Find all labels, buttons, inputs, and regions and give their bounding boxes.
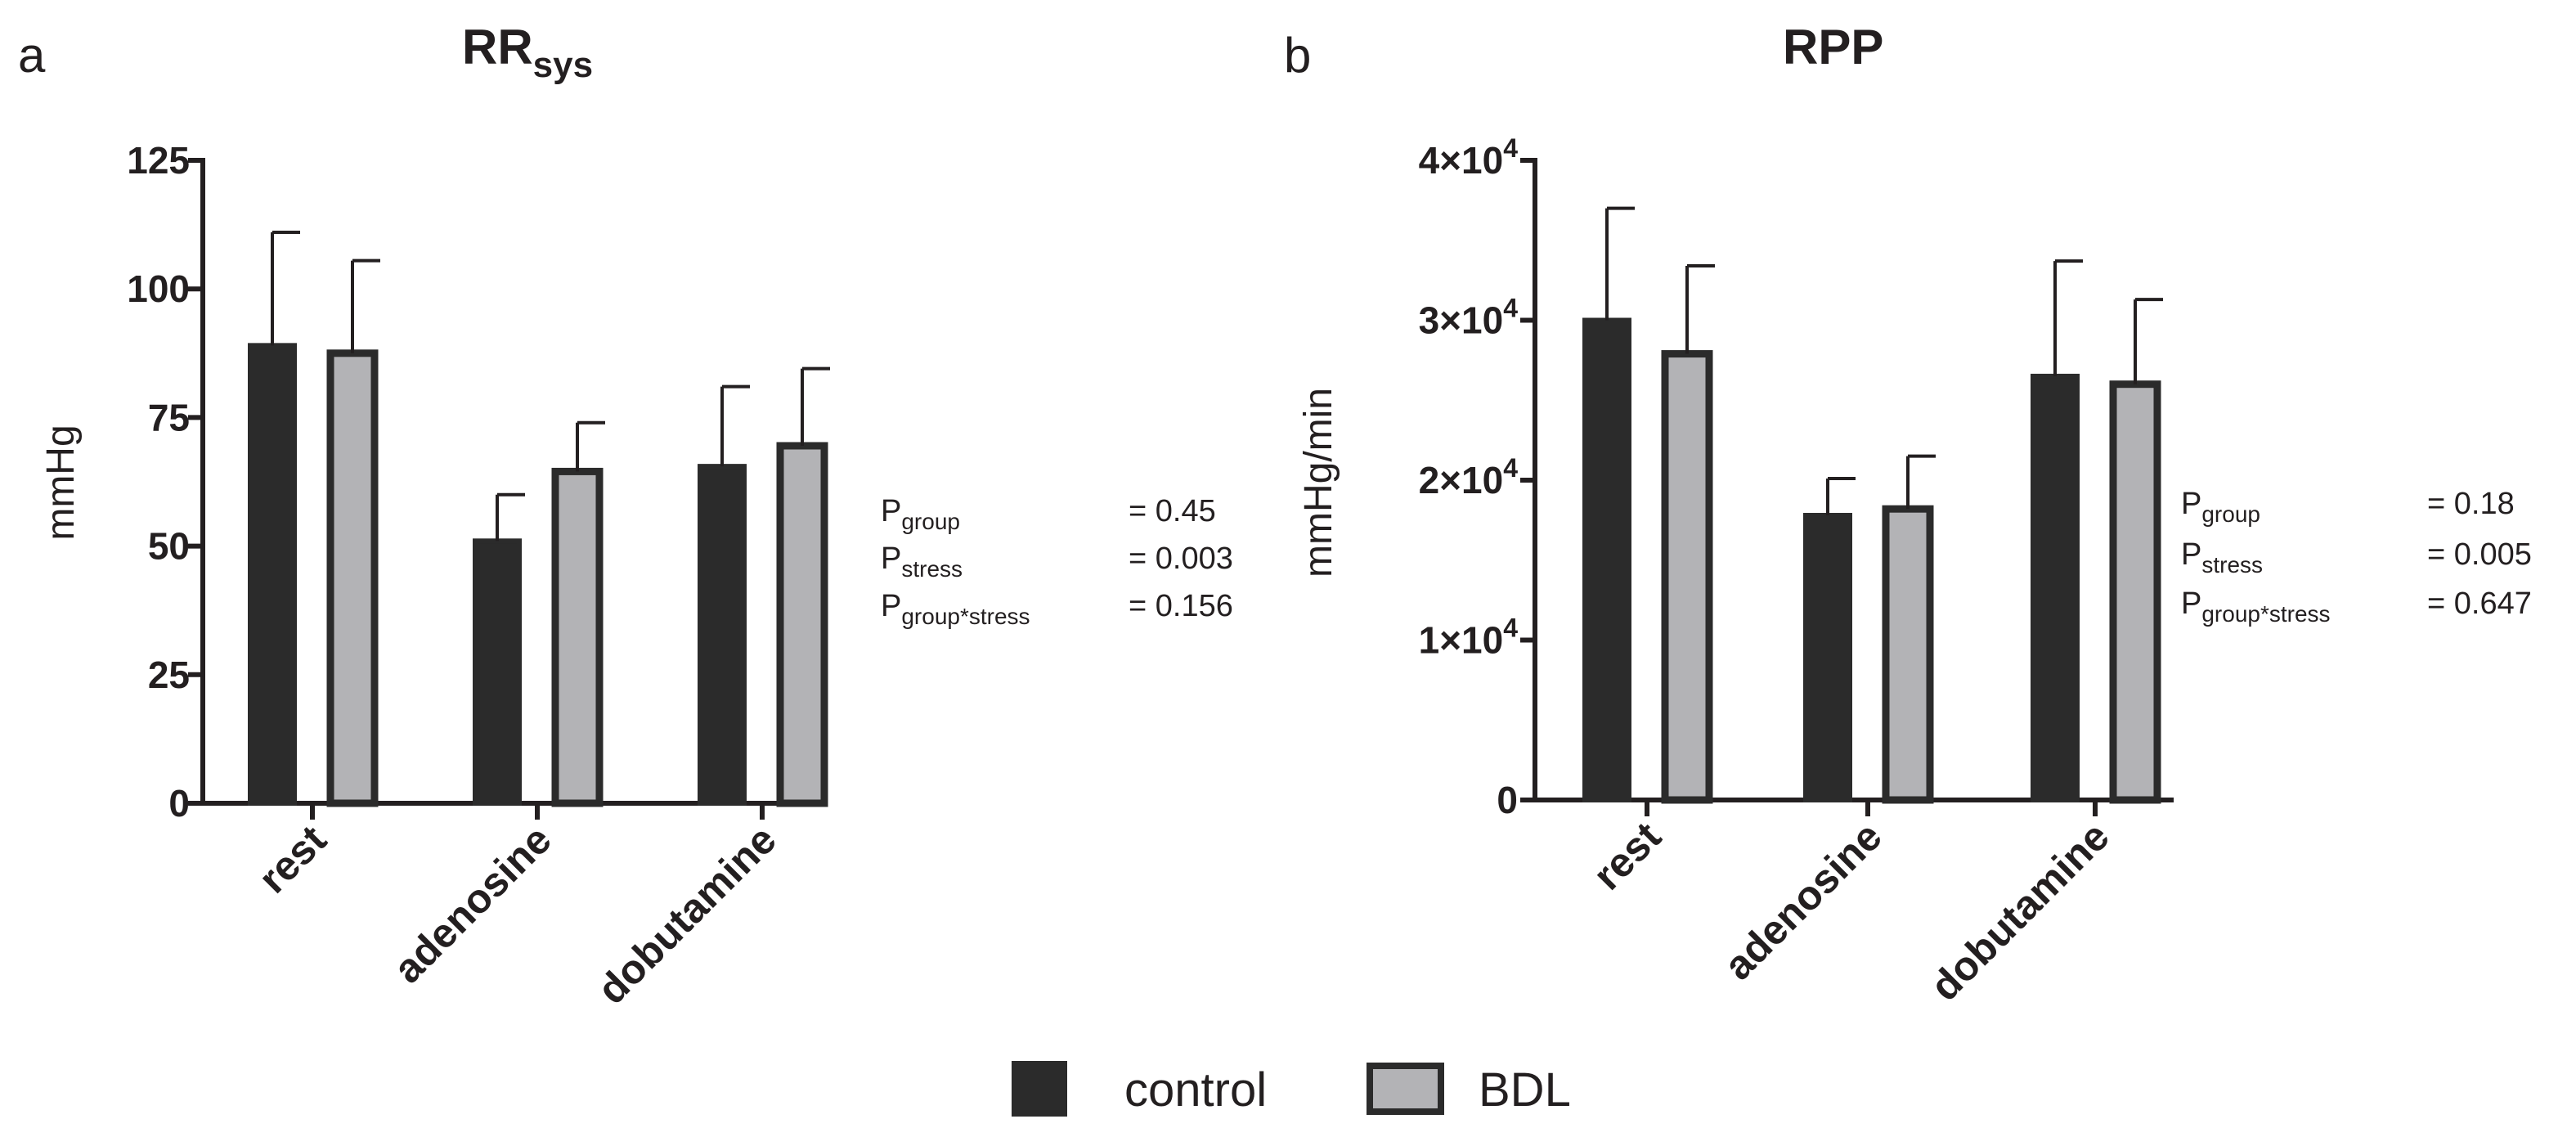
y-tick-label: 0 xyxy=(168,782,190,825)
bar-bdl xyxy=(326,349,379,807)
stat-value: = 0.647 xyxy=(2427,586,2532,621)
bar-control xyxy=(1803,513,1852,802)
stat-label: Pgroup*stress xyxy=(2181,586,2331,627)
panel-b-ylabel: mmHg/min xyxy=(1297,388,1340,577)
stat-label: Pgroup xyxy=(2181,487,2260,527)
y-tick-label: 1×104 xyxy=(1419,613,1519,662)
y-tick-label: 100 xyxy=(127,267,190,310)
bar-control xyxy=(248,343,297,807)
bar-control xyxy=(2031,373,2080,802)
panel-a-bars xyxy=(248,231,830,807)
panel-a-axes: 0 25 50 75 100 125 rest adenosine dobutamine xyxy=(127,139,797,1013)
panel-a-title-sub: sys xyxy=(533,45,593,85)
panel-a: a RRsys mmHg 0 25 50 75 100 125 rest adenosine d… xyxy=(18,20,1233,1013)
x-category-label: adenosine xyxy=(384,816,559,991)
panel-b-label: b xyxy=(1284,28,1311,83)
x-category-label: rest xyxy=(1584,813,1670,899)
y-tick-label: 4×104 xyxy=(1419,133,1519,182)
y-tick-label: 3×104 xyxy=(1419,294,1519,342)
panel-b-title: RPP xyxy=(1783,20,1883,74)
stat-value: = 0.003 xyxy=(1129,542,1233,576)
stat-label: Pstress xyxy=(2181,537,2263,577)
legend-label-control: control xyxy=(1124,1063,1267,1117)
stat-value: = 0.005 xyxy=(2427,537,2532,572)
y-tick-label: 75 xyxy=(148,396,190,438)
bar-bdl xyxy=(776,442,828,807)
bar-bdl xyxy=(551,467,604,807)
panel-b: b RPP mmHg/min 0 1×104 2×104 3×104 4×104 rest… xyxy=(1284,20,2532,1009)
panel-b-bars xyxy=(1582,206,2163,804)
stat-value: = 0.45 xyxy=(1129,494,1216,528)
bar-control xyxy=(698,464,747,806)
legend-swatch-control xyxy=(1012,1061,1067,1117)
bar-bdl xyxy=(2109,380,2161,804)
panel-a-title: RRsys xyxy=(462,20,593,85)
y-tick-label: 50 xyxy=(148,525,190,568)
x-category-label: dobutamine xyxy=(1922,813,2118,1009)
panel-a-ylabel: mmHg xyxy=(39,425,83,540)
y-tick-label: 2×104 xyxy=(1419,453,1519,501)
x-category-label: rest xyxy=(249,816,335,902)
stat-label: Pgroup xyxy=(881,494,960,534)
y-tick-label: 0 xyxy=(1497,779,1518,821)
bar-bdl xyxy=(1661,350,1713,804)
legend: control BDL xyxy=(1012,1061,1571,1117)
x-category-label: adenosine xyxy=(1715,813,1890,988)
bar-control xyxy=(473,538,522,806)
stat-label: Pgroup*stress xyxy=(881,589,1030,629)
legend-swatch-bdl xyxy=(1367,1063,1444,1115)
y-tick-label: 125 xyxy=(127,139,190,182)
bar-bdl xyxy=(1882,505,1934,804)
legend-label-bdl: BDL xyxy=(1479,1063,1571,1117)
panel-a-label: a xyxy=(18,28,46,83)
panel-a-title-main: RR xyxy=(462,20,533,74)
bar-control xyxy=(1582,317,1631,802)
y-tick-label: 25 xyxy=(148,654,190,696)
stat-label: Pstress xyxy=(881,542,963,582)
stat-value: = 0.18 xyxy=(2427,487,2515,521)
panel-b-stats: Pgroup = 0.18 Pstress = 0.005 Pgroup*stress =… xyxy=(2181,487,2532,627)
stat-value: = 0.156 xyxy=(1129,589,1233,623)
panel-a-stats: Pgroup = 0.45 Pstress = 0.003 Pgroup*stress =… xyxy=(881,494,1233,629)
x-category-label: dobutamine xyxy=(589,816,785,1013)
